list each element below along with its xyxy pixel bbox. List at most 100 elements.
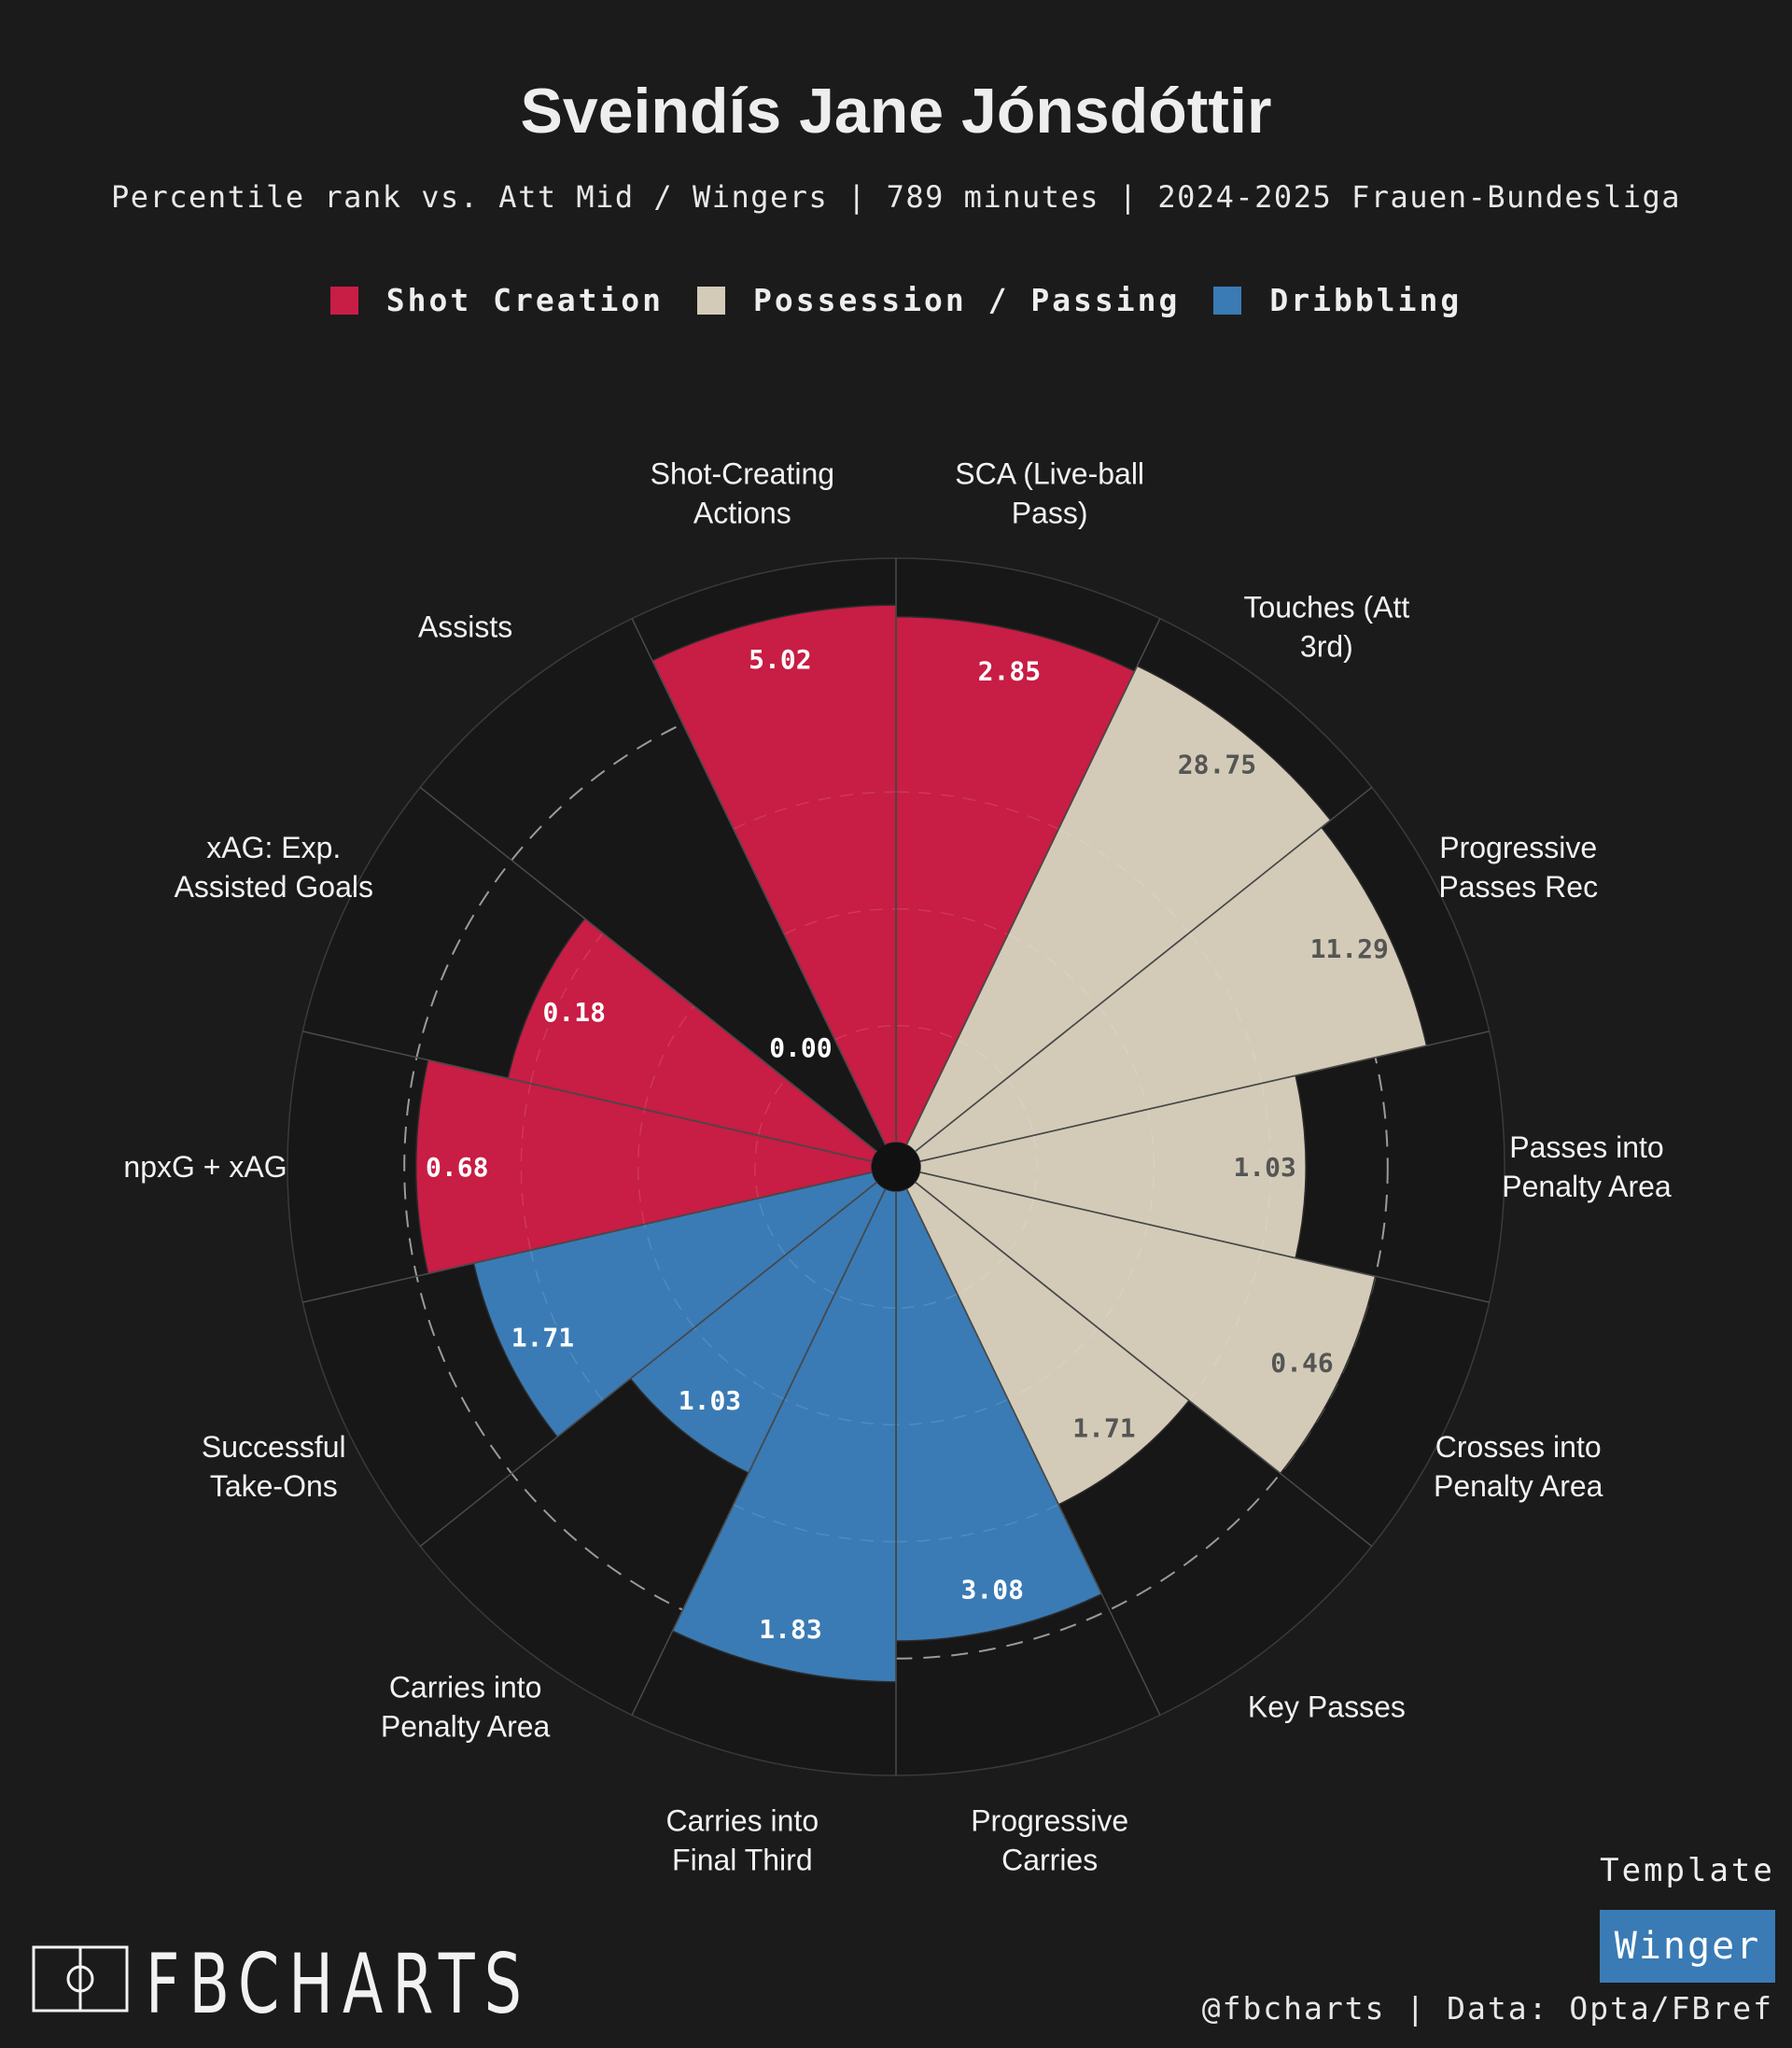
category-label-line: Shot-Creating [651,457,834,491]
category-label-line: Crosses into [1435,1430,1602,1464]
category-label-line: Key Passes [1248,1690,1406,1724]
category-label: Carries into Penalty Area [381,1671,551,1744]
legend-swatch-dribbling [1213,286,1242,315]
category-label: Key Passes [1248,1690,1406,1724]
chart-center-hub [872,1143,920,1191]
category-label-line: xAG: Exp. [206,831,341,864]
bar-inner-ring [895,1025,958,1041]
chart-bars [415,604,1428,1683]
bar-inner-ring [1005,1198,1035,1255]
category-label-line: Progressive [1439,831,1597,864]
bar-inner-ring [757,1198,787,1255]
legend-label: Dribbling [1269,282,1463,318]
category-label: Crosses into Penalty Area [1434,1430,1603,1503]
category-label: Successful Take-Ons [202,1430,346,1503]
bar-sca-live-ball-pass- [895,615,1136,1146]
page-title: Sveindís Jane Jónsdóttir [520,76,1272,147]
value-label: 0.46 [1270,1347,1333,1378]
category-label-line: 3rd) [1300,629,1353,663]
bar-inner-ring [895,1293,958,1309]
legend-label: Shot Creation [385,282,665,318]
category-label-line: Pass) [1012,497,1088,530]
radial-gridline [919,1171,1490,1303]
bar-inner-ring [895,907,1009,935]
value-label: 1.03 [1233,1152,1295,1183]
bar-inner-ring [1097,1005,1149,1110]
legend-swatch-shot-creation [329,286,358,315]
fbcharts-logo-text: FBCHARTS [146,1936,532,2032]
bar-inner-ring [957,1039,1007,1080]
category-label: Touches (Att 3rd) [1243,590,1409,663]
category-label-line: Carries [1001,1843,1098,1876]
category-label-line: Actions [693,497,791,530]
category-label-line: Assists [418,610,512,643]
radial-gridline [914,786,1373,1153]
category-label-line: Carries into [666,1803,819,1837]
value-label: 3.08 [961,1574,1024,1605]
category-label-line: npxG + xAG [123,1150,287,1184]
category-label-line: Penalty Area [1434,1469,1603,1503]
bar-inner-ring [785,1254,835,1295]
bar-inner-ring [757,1078,787,1136]
legend-item-shot-creation: Shot Creation [329,282,665,318]
category-label-line: Assisted Goals [175,870,373,904]
legend-label: Possession / Passing [753,282,1181,318]
value-label: 5.02 [749,644,811,675]
radial-gridline [419,1181,878,1548]
legend: Shot Creation Possession / Passing Dribb… [0,282,1792,318]
radial-gridline [302,1171,873,1303]
radial-gridline [914,1181,1373,1548]
value-label: 1.71 [511,1322,574,1353]
bar-inner-ring [643,1224,695,1328]
radial-gridline [631,1188,887,1716]
bar-inner-ring [1032,1135,1038,1199]
template-label: Template [1600,1852,1775,1889]
bar-inner-ring [783,907,897,935]
value-label: 11.29 [1310,933,1389,964]
bar-inner-ring [957,1254,1007,1295]
bar-inner-ring [1146,1109,1155,1225]
bar-shot-creating-actions [651,604,897,1146]
value-label: 28.75 [1178,750,1256,780]
bar-inner-ring [1005,1078,1035,1136]
category-label-line: Carries into [389,1671,542,1704]
category-label-line: Take-Ons [210,1469,338,1503]
template-badge: Winger [1600,1910,1775,1983]
category-label: SCA (Live-ball Pass) [955,457,1144,530]
value-label: 0.00 [769,1032,832,1063]
bar-inner-ring [1007,1326,1099,1400]
fbcharts-logo-icon [32,1945,129,2013]
category-label-line: Passes into [1509,1130,1663,1164]
category-label: xAG: Exp. Assisted Goals [175,831,373,904]
category-label-line: Passes Rec [1438,870,1598,904]
radial-gridline [631,618,887,1145]
category-label-line: Progressive [971,1803,1128,1837]
bar-inner-ring [783,1398,897,1426]
bar-progressive-passes-rec [914,826,1428,1163]
radial-gridline [905,1188,1161,1716]
value-label: 0.18 [543,997,606,1028]
value-label: 1.03 [679,1385,741,1416]
category-label: npxG + xAG [123,1150,287,1184]
category-label-line: SCA (Live-ball [955,457,1144,491]
category-label: Assists [418,610,512,643]
category-label: Passes into Penalty Area [1502,1130,1672,1203]
bar-inner-ring [1097,1224,1149,1328]
data-credits: @fbcharts | Data: Opta/FBref [1201,1990,1773,2027]
radial-gridline [419,786,878,1153]
bar-touches-att-3rd- [905,665,1332,1153]
bar-inner-ring [754,1135,760,1199]
radial-gridline [905,618,1161,1145]
chart-value-labels: 2.85 28.75 11.29 1.03 0.46 1.71 3.08 1.83 1.03 1.… [426,644,1389,1645]
bar-inner-ring [1007,933,1099,1007]
legend-item-possession: Possession / Passing [697,282,1180,318]
category-label: Progressive Passes Rec [1438,831,1598,904]
legend-swatch-possession [697,286,726,315]
bar-inner-ring [834,1025,897,1041]
bar-inner-ring [643,1005,695,1110]
bar-inner-ring [693,1326,785,1400]
radial-gridline [919,1031,1490,1162]
radial-gridline [302,1031,873,1162]
category-label-line: Final Third [672,1843,813,1876]
